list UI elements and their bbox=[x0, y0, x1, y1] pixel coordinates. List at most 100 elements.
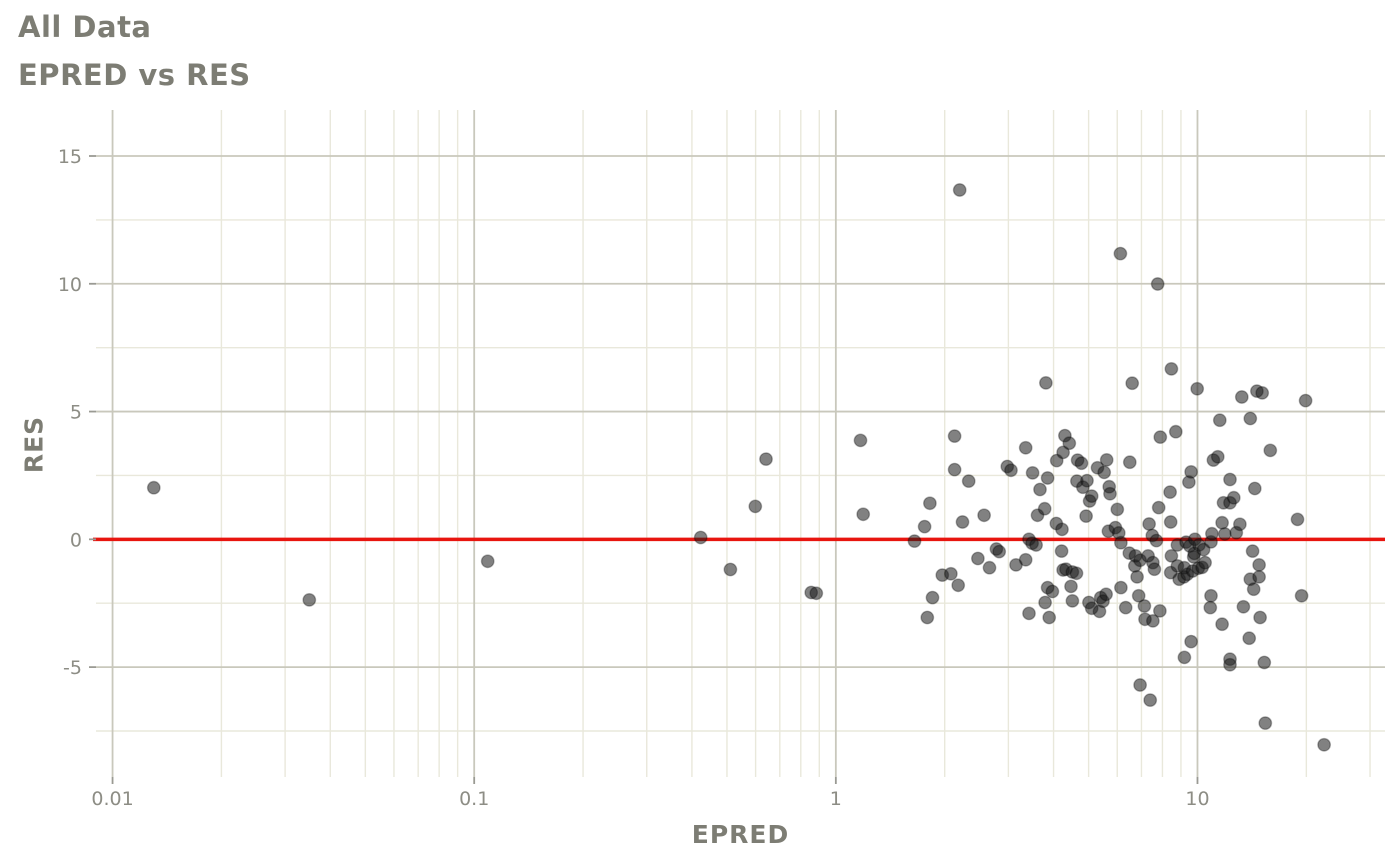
data-point bbox=[920, 610, 935, 625]
data-point bbox=[1255, 385, 1270, 400]
data-point bbox=[1133, 678, 1148, 692]
data-point bbox=[146, 480, 161, 495]
data-point bbox=[961, 474, 976, 488]
data-point bbox=[1253, 610, 1268, 625]
data-point bbox=[1252, 558, 1267, 572]
data-point bbox=[1037, 501, 1052, 516]
data-point bbox=[1130, 570, 1145, 584]
data-point bbox=[1018, 552, 1033, 567]
data-point bbox=[1258, 716, 1273, 730]
data-point bbox=[907, 534, 922, 548]
data-point bbox=[947, 462, 962, 477]
data-point bbox=[1099, 587, 1114, 602]
y-tick-label: -5 bbox=[63, 657, 82, 679]
data-point bbox=[1097, 465, 1112, 480]
data-point bbox=[1290, 512, 1305, 527]
data-point bbox=[723, 562, 738, 577]
data-point bbox=[1062, 436, 1077, 451]
data-point bbox=[1233, 517, 1247, 532]
data-point bbox=[1054, 544, 1069, 558]
data-point bbox=[1131, 588, 1146, 603]
data-point bbox=[1042, 610, 1057, 625]
x-axis-title: EPRED bbox=[691, 820, 790, 849]
data-point bbox=[1103, 486, 1117, 501]
data-point bbox=[1198, 555, 1213, 570]
data-point bbox=[1137, 599, 1152, 613]
data-point bbox=[955, 515, 970, 529]
data-point bbox=[1074, 456, 1089, 471]
data-point bbox=[1252, 570, 1267, 584]
data-point bbox=[1184, 464, 1199, 479]
x-tick-label: 1 bbox=[830, 788, 842, 810]
data-point bbox=[1004, 463, 1018, 478]
data-point bbox=[917, 519, 932, 534]
axis-tick-labels: 0.01 0.1 1 10 -5 0 5 10 15 bbox=[58, 146, 1210, 810]
data-point bbox=[480, 554, 495, 569]
data-point bbox=[1168, 424, 1183, 439]
data-point bbox=[1153, 430, 1168, 444]
data-point bbox=[1163, 515, 1178, 529]
data-point bbox=[1055, 522, 1069, 537]
data-point bbox=[856, 507, 871, 522]
data-point bbox=[925, 590, 940, 605]
data-point bbox=[1113, 246, 1128, 261]
data-point bbox=[1025, 465, 1040, 480]
data-point bbox=[1080, 473, 1094, 488]
data-point bbox=[1125, 376, 1140, 391]
plot-title: All Data bbox=[18, 10, 152, 44]
data-point bbox=[1234, 390, 1249, 404]
data-point bbox=[947, 429, 962, 443]
data-point bbox=[1247, 481, 1262, 496]
data-point bbox=[1226, 490, 1241, 505]
data-point bbox=[1045, 584, 1060, 599]
data-point bbox=[1151, 500, 1166, 515]
data-point bbox=[1204, 588, 1218, 603]
major-gridlines bbox=[96, 110, 1385, 777]
data-point bbox=[1110, 502, 1125, 517]
data-point bbox=[1099, 452, 1114, 467]
data-point bbox=[1294, 588, 1309, 603]
data-point bbox=[1018, 440, 1033, 455]
data-point bbox=[1215, 617, 1230, 632]
data-point bbox=[1118, 600, 1133, 615]
data-point bbox=[1146, 614, 1160, 628]
data-point bbox=[809, 586, 824, 601]
y-tick-label: 15 bbox=[58, 146, 82, 168]
data-point bbox=[1114, 535, 1128, 550]
y-tick-label: 5 bbox=[70, 402, 82, 424]
data-point bbox=[1196, 542, 1211, 557]
data-point bbox=[1210, 449, 1225, 464]
data-point bbox=[982, 560, 997, 575]
data-point bbox=[1040, 471, 1055, 485]
data-point bbox=[951, 578, 966, 593]
data-point bbox=[693, 530, 708, 545]
data-point bbox=[1263, 443, 1278, 458]
data-point bbox=[1029, 538, 1044, 552]
x-tick-label: 0.1 bbox=[459, 788, 489, 810]
plot-subtitle: EPRED vs RES bbox=[18, 58, 251, 92]
data-point bbox=[977, 508, 991, 523]
data-point bbox=[944, 566, 958, 581]
data-point bbox=[1184, 634, 1199, 649]
data-point bbox=[1243, 411, 1258, 426]
data-point bbox=[1298, 393, 1313, 408]
data-point bbox=[952, 183, 967, 197]
data-point bbox=[1190, 381, 1205, 396]
y-tick-label: 10 bbox=[58, 274, 82, 296]
data-point bbox=[302, 593, 317, 607]
axis-tick-marks bbox=[89, 155, 1199, 784]
data-point bbox=[1245, 544, 1260, 558]
data-point bbox=[1164, 361, 1179, 376]
data-point bbox=[1064, 579, 1078, 594]
data-point bbox=[1217, 527, 1232, 541]
data-point bbox=[1212, 413, 1227, 428]
data-point bbox=[1203, 600, 1218, 615]
data-point bbox=[1038, 595, 1053, 610]
data-point bbox=[1069, 566, 1084, 581]
data-point bbox=[1147, 562, 1162, 577]
data-point bbox=[1149, 533, 1164, 548]
data-point bbox=[923, 496, 937, 511]
data-point bbox=[1223, 657, 1237, 672]
data-point bbox=[1215, 515, 1230, 530]
